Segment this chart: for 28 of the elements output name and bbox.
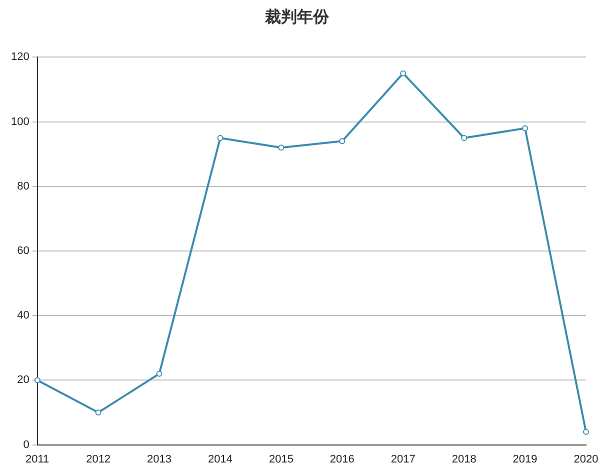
point (522, 125, 528, 132)
chart-title: 裁判年份 (264, 6, 330, 26)
x-tick-label: 2014 (208, 453, 232, 466)
x-tick-label: 2019 (512, 453, 538, 466)
x-tick-label: 2013 (147, 453, 172, 466)
x-tick-label: 2012 (86, 453, 111, 466)
x-tick-label: 2020 (574, 453, 598, 466)
point (156, 370, 162, 377)
y-tick-label: 100 (10, 116, 30, 128)
x-tick-label: 2015 (268, 453, 294, 466)
y-tick-label: 60 (17, 245, 30, 258)
x-tick-label: 2017 (390, 453, 416, 466)
point (583, 428, 589, 435)
x-tick-label: 2016 (330, 453, 354, 466)
y-tick-label: 0 (23, 438, 30, 451)
y-tick-label: 20 (17, 374, 30, 386)
point (95, 410, 102, 416)
y-tick-label: 120 (10, 51, 30, 64)
x-tick-label: 2011 (26, 453, 50, 466)
point (339, 138, 346, 144)
y-tick-label: 80 (17, 180, 30, 192)
point (217, 134, 224, 141)
x-tick-label: 2018 (452, 453, 476, 466)
point (400, 70, 406, 76)
y-tick-label: 40 (17, 310, 30, 322)
point (278, 144, 284, 151)
point (461, 134, 468, 141)
point (34, 377, 40, 384)
